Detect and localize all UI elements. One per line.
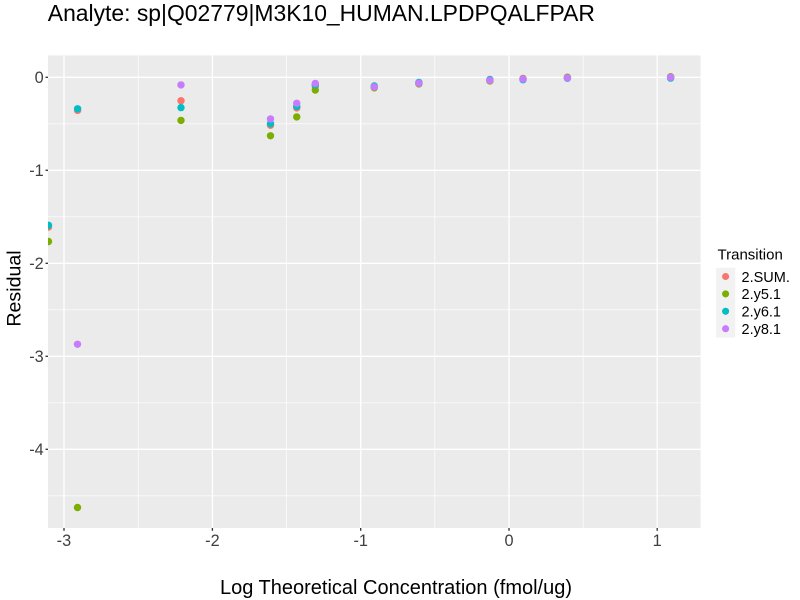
svg-text:1: 1 <box>653 532 662 550</box>
svg-text:0: 0 <box>35 69 44 87</box>
svg-text:Transition: Transition <box>718 247 783 264</box>
svg-text:Analyte: sp|Q02779|M3K10_HUMAN: Analyte: sp|Q02779|M3K10_HUMAN.LPDPQALFP… <box>48 0 595 26</box>
svg-text:-4: -4 <box>29 441 43 459</box>
svg-text:-3: -3 <box>57 532 71 550</box>
svg-text:Residual: Residual <box>4 250 26 326</box>
svg-text:2.y5.1: 2.y5.1 <box>742 287 782 303</box>
svg-text:2.SUM.: 2.SUM. <box>742 270 790 286</box>
svg-text:2.y8.1: 2.y8.1 <box>742 322 782 338</box>
svg-text:-2: -2 <box>205 532 219 550</box>
svg-text:-1: -1 <box>29 162 43 180</box>
svg-text:-1: -1 <box>353 532 367 550</box>
svg-text:-2: -2 <box>29 255 43 273</box>
svg-text:2.y6.1: 2.y6.1 <box>742 305 782 321</box>
svg-text:0: 0 <box>504 532 513 550</box>
svg-text:-3: -3 <box>29 348 43 366</box>
svg-text:Log Theoretical Concentration: Log Theoretical Concentration (fmol/ug) <box>220 577 572 599</box>
